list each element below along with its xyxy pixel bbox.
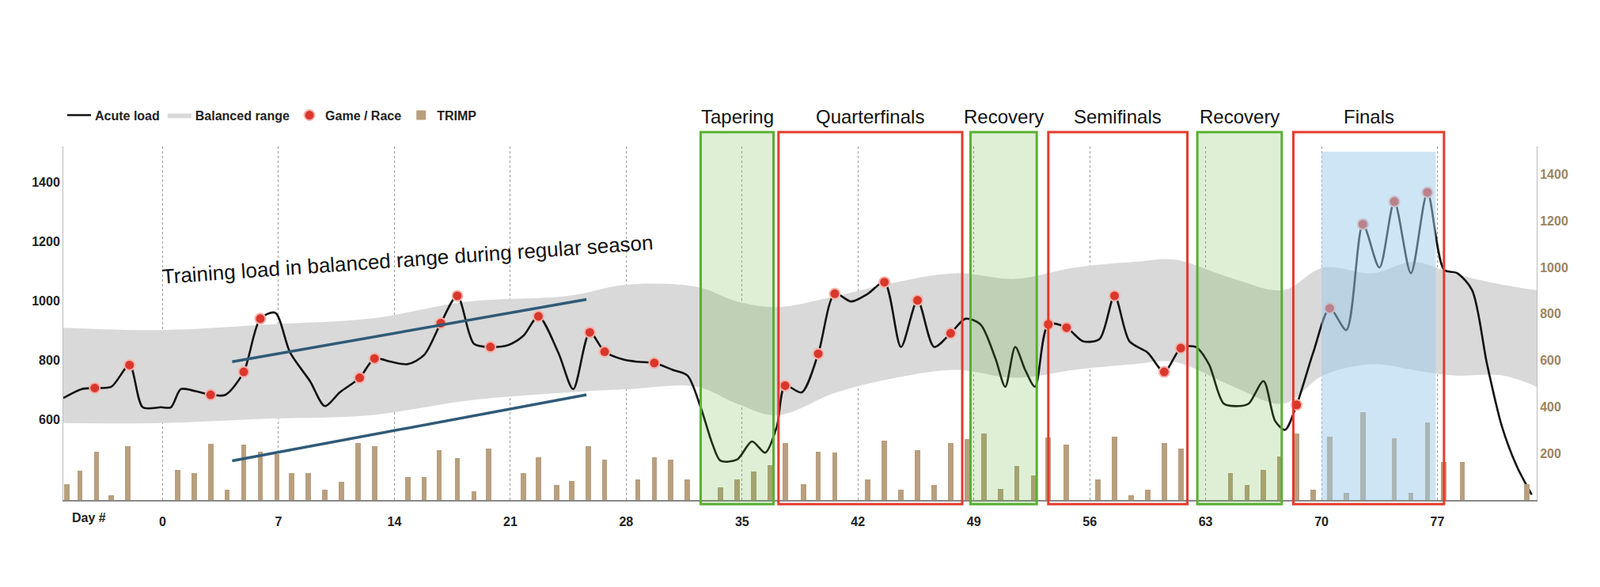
svg-text:600: 600	[38, 413, 61, 427]
svg-text:28: 28	[618, 515, 634, 529]
svg-text:63: 63	[1198, 515, 1214, 529]
svg-text:0: 0	[159, 515, 167, 529]
svg-text:Balanced range: Balanced range	[195, 109, 290, 123]
svg-text:Recovery: Recovery	[963, 106, 1044, 128]
svg-text:42: 42	[850, 515, 865, 529]
svg-text:Game / Race: Game / Race	[325, 109, 402, 123]
svg-text:Quarterfinals: Quarterfinals	[815, 106, 925, 128]
svg-text:Finals: Finals	[1343, 106, 1395, 128]
svg-text:Training load in balanced rang: Training load in balanced range during r…	[161, 230, 655, 289]
svg-text:1400: 1400	[1539, 167, 1569, 182]
svg-text:Acute load: Acute load	[94, 109, 160, 123]
svg-text:70: 70	[1314, 515, 1329, 529]
svg-text:200: 200	[1539, 447, 1562, 461]
svg-text:Recovery: Recovery	[1199, 106, 1280, 128]
svg-text:14: 14	[387, 515, 402, 529]
svg-text:400: 400	[1539, 400, 1562, 414]
svg-text:1000: 1000	[31, 294, 61, 308]
svg-text:1200: 1200	[31, 235, 61, 249]
svg-text:56: 56	[1082, 515, 1097, 529]
svg-text:1000: 1000	[1539, 261, 1569, 275]
svg-text:Tapering: Tapering	[701, 106, 774, 128]
svg-text:21: 21	[503, 515, 518, 529]
svg-text:800: 800	[1539, 307, 1562, 321]
svg-text:TRIMP: TRIMP	[436, 109, 477, 123]
svg-text:800: 800	[38, 353, 61, 368]
svg-text:Semifinals: Semifinals	[1073, 106, 1162, 128]
svg-text:1400: 1400	[31, 175, 61, 190]
svg-text:600: 600	[1539, 353, 1562, 368]
svg-text:1200: 1200	[1539, 214, 1569, 228]
svg-text:Day #: Day #	[72, 511, 107, 525]
svg-text:7: 7	[275, 515, 283, 529]
svg-text:35: 35	[735, 515, 750, 529]
svg-text:49: 49	[966, 515, 982, 529]
svg-text:77: 77	[1430, 515, 1445, 529]
